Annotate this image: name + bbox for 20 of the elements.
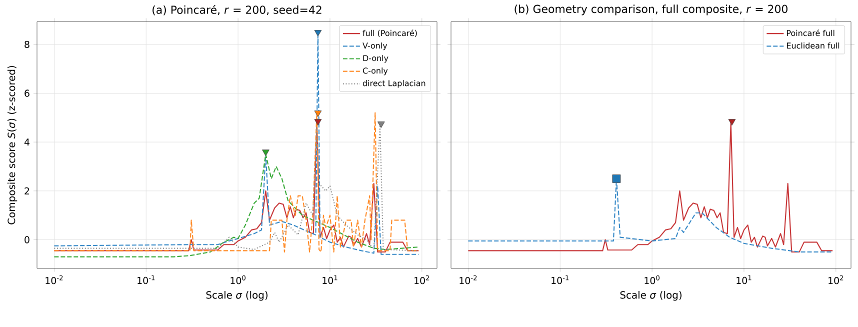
x-tick-label: 10$^{2}$ <box>414 275 430 284</box>
chart-title: (b) Geometry comparison, full composite, r = 200 <box>514 4 788 16</box>
x-tick-label: 10$^{-1}$ <box>552 275 569 284</box>
x-tick-label: 10$^{1}$ <box>736 275 752 284</box>
x-tick-label: 10$^{1}$ <box>322 275 338 284</box>
x-tick-label: 10$^{-2}$ <box>460 275 477 284</box>
x-tick-label: 10$^{0}$ <box>644 275 660 284</box>
x-tick-label: 10$^{2}$ <box>828 275 844 284</box>
y-tick-label: 4 <box>24 138 30 146</box>
x-tick-label: 10$^{0}$ <box>230 275 246 284</box>
y-axis-title: Composite score S(σ) (z-scored) <box>7 66 18 224</box>
x-axis-title: Scale σ (log) <box>620 291 682 301</box>
x-axis-title: Scale σ (log) <box>206 291 268 301</box>
y-tick-label: 2 <box>24 187 30 194</box>
y-tick-label: 0 <box>24 236 30 244</box>
y-tick-label: 6 <box>24 90 30 97</box>
y-tick-label: 8 <box>24 40 30 48</box>
x-tick-label: 10$^{-2}$ <box>46 275 63 284</box>
chart-title: (a) Poincaré, r = 200, seed=42 <box>152 4 322 16</box>
x-tick-label: 10$^{-1}$ <box>138 275 155 284</box>
